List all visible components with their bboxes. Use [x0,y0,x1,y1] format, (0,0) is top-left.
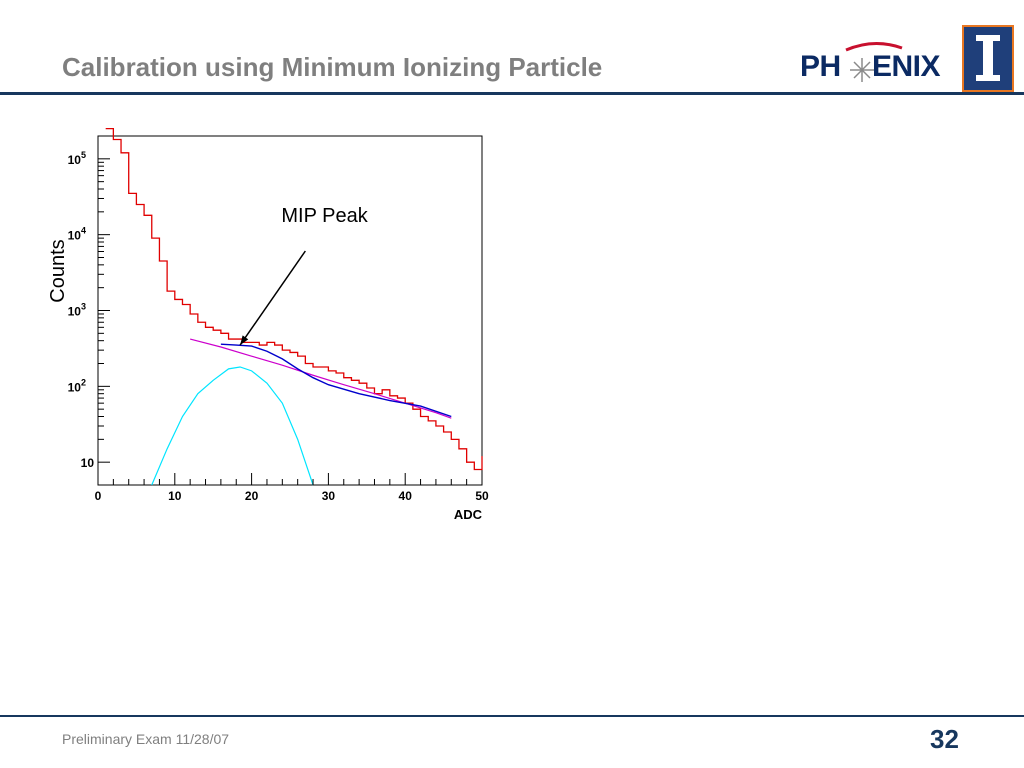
y-tick-label: 103 [68,302,86,319]
title-divider [0,92,1024,95]
y-axis-label: Counts [47,239,69,302]
x-tick-label: 30 [322,489,336,503]
phenix-logo-text-right: ENIX [872,50,941,83]
x-tick-label: 40 [399,489,413,503]
y-tick-label: 105 [68,150,86,167]
mip-calibration-chart: 0 10 20 30 40 50 10 102 103 104 105 ADC Counts MIP … [47,128,489,522]
x-tick-label: 50 [475,489,489,503]
mip-peak-label: MIP Peak [281,205,368,227]
adc-histogram [105,128,483,471]
x-tick-label: 20 [245,489,259,503]
x-tick-label: 0 [95,489,102,503]
phenix-logo-text-left: PH [800,50,841,83]
phenix-logo: PH ENIX [800,38,965,88]
mip-peak-arrowhead [240,335,249,346]
footer-divider [0,715,1024,717]
slide-title: Calibration using Minimum Ionizing Parti… [62,52,603,82]
gaussian-fit-curve [151,366,314,486]
x-tick-label: 10 [168,489,182,503]
y-tick-label: 104 [68,226,86,243]
total-fit-curve [220,343,452,418]
y-tick-label: 102 [68,377,86,394]
page-number: 32 [930,724,959,754]
illinois-block-i-icon [962,25,1014,92]
footer-text: Preliminary Exam 11/28/07 [62,731,230,747]
mip-peak-arrow [239,250,306,346]
background-fit-curve [190,338,452,419]
x-axis-label: ADC [454,507,483,522]
plot-frame [97,135,483,486]
y-tick-label: 10 [81,456,95,470]
phenix-bird-icon [845,42,903,82]
